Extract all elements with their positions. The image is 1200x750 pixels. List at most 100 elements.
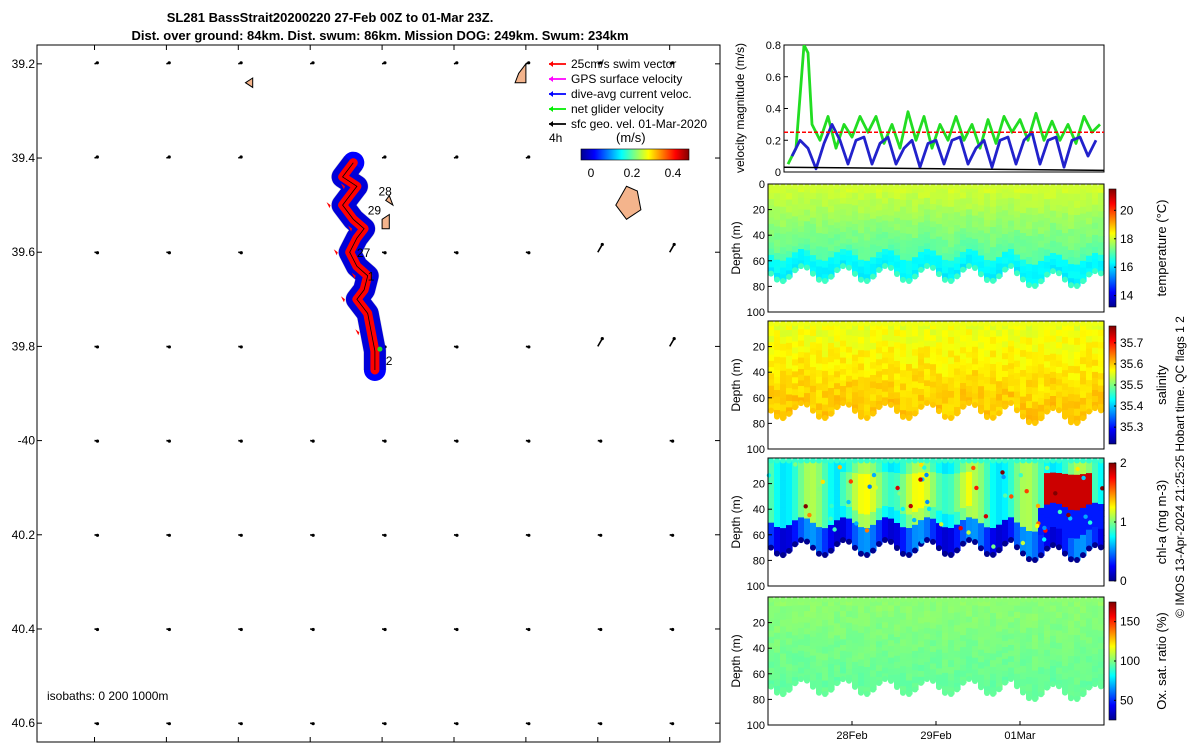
dive-cell bbox=[1008, 536, 1014, 543]
dive-cell bbox=[960, 457, 966, 464]
legend-interval: 4h bbox=[549, 131, 562, 145]
dive-cell bbox=[960, 320, 966, 327]
dive-cell bbox=[810, 683, 816, 690]
chl-sample bbox=[829, 503, 834, 509]
dive-cell bbox=[798, 676, 804, 683]
dive-cell bbox=[798, 263, 804, 270]
section-ytick-label: 40 bbox=[753, 504, 765, 516]
dive-cell bbox=[1044, 596, 1050, 603]
dive-cell bbox=[768, 544, 774, 551]
dive-cell bbox=[906, 320, 912, 327]
dive-cell bbox=[942, 596, 948, 603]
dive-cell bbox=[954, 273, 960, 280]
section-ytick-label: 40 bbox=[753, 643, 765, 655]
dive-cell bbox=[1008, 596, 1014, 603]
dive-cell bbox=[882, 263, 888, 270]
dive-cell bbox=[1098, 596, 1104, 603]
dive-cell bbox=[840, 183, 846, 190]
chl-sample bbox=[873, 485, 878, 490]
dive-cell bbox=[858, 320, 864, 327]
figure-title: SL281 BassStrait20200220 27-Feb 00Z to 0… bbox=[167, 10, 494, 25]
land-patch bbox=[381, 213, 390, 230]
section-ytick-label: 60 bbox=[753, 669, 765, 681]
dive-cell bbox=[816, 276, 822, 283]
time-xtick-label: 28Feb bbox=[836, 730, 867, 742]
dive-cell bbox=[792, 680, 798, 687]
dive-cell bbox=[852, 596, 858, 603]
dive-cell bbox=[972, 183, 978, 190]
velocity-series-0 bbox=[786, 45, 1101, 165]
dive-cell bbox=[990, 183, 996, 190]
glider-track bbox=[326, 151, 387, 381]
dive-cell bbox=[1056, 183, 1062, 190]
net-velocity-marker bbox=[377, 346, 383, 352]
dive-cell bbox=[888, 401, 894, 408]
dive-cell bbox=[972, 320, 978, 327]
dive-cell bbox=[888, 538, 894, 545]
dive-cell bbox=[1056, 596, 1062, 603]
time-xtick-label: 01Mar bbox=[1004, 730, 1036, 742]
dive-cell bbox=[1056, 407, 1062, 414]
dive-cell bbox=[840, 676, 846, 683]
section-colorbar-label: chl-a (mg m-3) bbox=[1154, 480, 1169, 565]
dive-cell bbox=[828, 457, 834, 464]
dive-cell bbox=[834, 541, 840, 548]
dive-cell bbox=[1080, 457, 1086, 464]
section-colorbar-tick: 35.4 bbox=[1120, 399, 1144, 413]
map-ytick-label: 39.8 bbox=[12, 339, 36, 353]
velocity-ytick-label: 0 bbox=[775, 167, 781, 179]
map-panel: 145.8146146.2146.4146.6146.8147147.2147.… bbox=[12, 44, 721, 750]
dive-cell bbox=[864, 552, 870, 559]
dive-cell bbox=[1014, 596, 1020, 603]
dive-cell bbox=[804, 401, 810, 408]
land-patch bbox=[615, 185, 642, 220]
legend-colorbar-tick: 0.2 bbox=[624, 166, 641, 180]
dive-cell bbox=[990, 457, 996, 464]
dive-cell bbox=[768, 407, 774, 414]
dive-cell bbox=[1044, 408, 1050, 415]
dive-cell bbox=[822, 415, 828, 422]
dive-cell bbox=[984, 689, 990, 696]
velocity-panel: 0 0.2 0.4 0.6 0.8 velocity magnitude (m/s) bbox=[733, 40, 1105, 179]
dive-cell bbox=[1044, 684, 1050, 691]
dive-cell bbox=[774, 550, 780, 557]
dive-cell bbox=[1032, 282, 1038, 289]
dive-cell bbox=[882, 537, 888, 544]
dive-cell bbox=[882, 320, 888, 327]
section-colorbar-tick: 20 bbox=[1120, 203, 1134, 217]
dive-cell bbox=[864, 596, 870, 603]
dive-cell bbox=[996, 596, 1002, 603]
dive-cell bbox=[1092, 405, 1098, 412]
dive-cell bbox=[918, 266, 924, 273]
dive-cell bbox=[882, 183, 888, 190]
dive-cell bbox=[822, 183, 828, 190]
chl-sample bbox=[854, 521, 859, 526]
dive-cell bbox=[888, 677, 894, 684]
section-colorbar-tick: 1 bbox=[1120, 515, 1127, 529]
dive-cell bbox=[990, 551, 996, 558]
dive-cell bbox=[930, 538, 936, 545]
dive-cell bbox=[810, 596, 816, 603]
dive-cell bbox=[834, 680, 840, 687]
time-xtick-label: 29Feb bbox=[920, 730, 951, 742]
section-panel-1: 0 20 40 60 80 100 Depth (m) 14 16 18 20 temperature… bbox=[729, 179, 1169, 319]
dive-cell bbox=[1056, 683, 1062, 690]
section-ytick-label: 80 bbox=[753, 694, 765, 706]
dive-cell bbox=[1038, 278, 1044, 285]
dive-cell bbox=[966, 676, 972, 683]
chl-sample bbox=[900, 506, 905, 512]
velocity-ytick-label: 0.8 bbox=[766, 40, 781, 52]
dive-cell bbox=[1074, 282, 1080, 289]
dive-cell bbox=[1074, 596, 1080, 603]
dive-cell bbox=[876, 266, 882, 273]
dive-cell bbox=[1020, 276, 1026, 283]
dive-cell bbox=[1080, 278, 1086, 285]
dive-cell bbox=[804, 320, 810, 327]
dive-cell bbox=[906, 277, 912, 284]
dive-cell bbox=[990, 320, 996, 327]
chl-sample bbox=[807, 512, 812, 518]
dive-cell bbox=[1074, 457, 1080, 464]
dive-cell bbox=[870, 410, 876, 417]
dive-cell bbox=[984, 413, 990, 420]
dive-cell bbox=[1050, 457, 1056, 464]
